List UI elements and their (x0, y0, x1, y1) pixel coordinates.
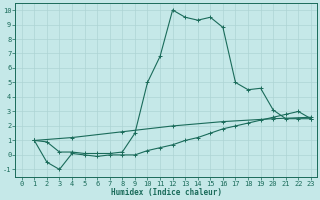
X-axis label: Humidex (Indice chaleur): Humidex (Indice chaleur) (111, 188, 222, 197)
